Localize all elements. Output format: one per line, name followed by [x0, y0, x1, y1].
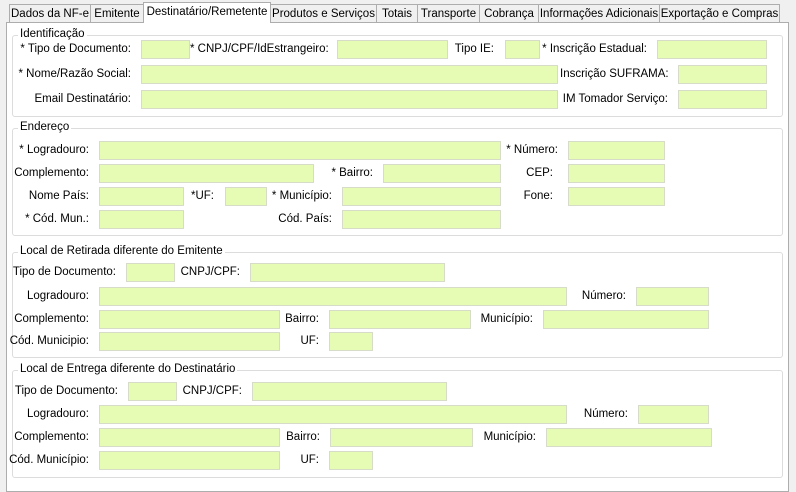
label-logradouro: * Logradouro:: [19, 144, 89, 156]
tab-transporte[interactable]: Transporte: [417, 4, 480, 22]
label-complemento: Complemento:: [14, 431, 89, 443]
label-logradouro: Logradouro:: [26, 290, 89, 302]
label-complemento: Complemento:: [14, 313, 89, 325]
label-tipo-doc: Tipo de Documento:: [12, 266, 116, 278]
label-uf: *UF:: [191, 190, 214, 202]
municipio-field[interactable]: [342, 187, 501, 206]
entrega-numero-field[interactable]: [638, 405, 709, 424]
label-bairro: Bairro:: [285, 313, 319, 325]
email-field[interactable]: [141, 90, 558, 109]
label-cod-mun: * Cód. Mun.:: [25, 213, 89, 225]
label-tipo-doc: * Tipo de Documento:: [20, 43, 131, 55]
retirada-municipio-field[interactable]: [543, 310, 709, 329]
label-cnpj: CNPJ/CPF:: [180, 266, 240, 278]
label-im: IM Tomador Serviço:: [562, 93, 668, 105]
label-nome-pais: Nome País:: [28, 190, 89, 202]
tab-dados-nfe[interactable]: Dados da NF-e: [9, 4, 91, 22]
label-complemento: Complemento:: [14, 167, 89, 179]
tipo-doc-field[interactable]: [141, 40, 190, 59]
tab-exportacao[interactable]: Exportação e Compras: [659, 4, 780, 22]
retirada-complemento-field[interactable]: [99, 310, 280, 329]
im-field[interactable]: [678, 90, 767, 109]
label-numero: Número:: [583, 408, 628, 420]
tab-informacoes[interactable]: Informações Adicionais: [538, 4, 660, 22]
label-cod-mun: Cód. Municipio:: [9, 335, 89, 347]
label-uf: UF:: [300, 454, 319, 466]
label-nome: * Nome/Razão Social:: [18, 68, 132, 80]
label-cod-pais: Cód. País:: [278, 213, 332, 225]
fone-field[interactable]: [568, 187, 665, 206]
group-title: Local de Retirada diferente do Emitente: [18, 245, 225, 257]
label-suframa: Inscrição SUFRAMA:: [560, 68, 669, 80]
complemento-field[interactable]: [99, 164, 314, 183]
label-cod-mun: Cód. Município:: [9, 454, 89, 466]
retirada-numero-field[interactable]: [636, 287, 709, 306]
group-retirada: [12, 252, 783, 358]
label-municipio: Município:: [483, 431, 536, 443]
retirada-bairro-field[interactable]: [329, 310, 471, 329]
group-entrega: [12, 370, 783, 478]
label-uf: UF:: [300, 335, 319, 347]
entrega-logradouro-field[interactable]: [99, 405, 567, 424]
numero-field[interactable]: [568, 141, 665, 160]
cep-field[interactable]: [568, 164, 665, 183]
label-fone: Fone:: [523, 190, 553, 202]
cod-pais-field[interactable]: [342, 210, 501, 229]
ie-field[interactable]: [657, 40, 767, 59]
label-bairro: * Bairro:: [331, 167, 373, 179]
entrega-tipo-doc-field[interactable]: [128, 382, 177, 401]
group-identificacao: [12, 35, 783, 117]
label-cnpj: CNPJ/CPF:: [182, 385, 242, 397]
tab-cobranca[interactable]: Cobrança: [479, 4, 539, 22]
retirada-cnpj-field[interactable]: [250, 263, 445, 282]
entrega-municipio-field[interactable]: [546, 428, 712, 447]
cnpj-field[interactable]: [337, 40, 448, 59]
label-numero: * Número:: [506, 144, 558, 156]
nome-field[interactable]: [141, 65, 558, 84]
label-municipio: Município:: [480, 313, 533, 325]
group-title: Local de Entrega diferente do Destinatár…: [18, 363, 238, 375]
entrega-complemento-field[interactable]: [99, 428, 280, 447]
label-email: Email Destinatário:: [34, 93, 131, 105]
entrega-cnpj-field[interactable]: [252, 382, 447, 401]
bairro-field[interactable]: [383, 164, 501, 183]
label-municipio: * Município:: [271, 190, 332, 202]
tab-totais[interactable]: Totais: [376, 4, 418, 22]
nome-pais-field[interactable]: [99, 187, 184, 206]
uf-field[interactable]: [225, 187, 267, 206]
group-title: Endereço: [18, 121, 72, 133]
entrega-uf-field[interactable]: [329, 451, 373, 470]
label-tipo-ie: Tipo IE:: [454, 43, 494, 55]
label-cep: CEP:: [526, 167, 553, 179]
label-ie: * Inscrição Estadual:: [542, 43, 647, 55]
label-bairro: Bairro:: [286, 431, 320, 443]
tab-destinatario[interactable]: Destinatário/Remetente: [143, 2, 271, 23]
tipo-ie-field[interactable]: [505, 40, 540, 59]
label-numero: Número:: [581, 290, 626, 302]
label-logradouro: Logradouro:: [26, 408, 89, 420]
retirada-cod-mun-field[interactable]: [99, 332, 280, 351]
entrega-bairro-field[interactable]: [330, 428, 473, 447]
tab-emitente[interactable]: Emitente: [90, 4, 144, 22]
tab-produtos[interactable]: Produtos e Serviços: [270, 4, 377, 22]
group-title: Identificação: [18, 28, 87, 40]
suframa-field[interactable]: [678, 65, 767, 84]
label-cnpj: * CNPJ/CPF/IdEstrangeiro:: [190, 43, 329, 55]
label-tipo-doc: Tipo de Documento:: [14, 385, 118, 397]
entrega-cod-mun-field[interactable]: [99, 451, 280, 470]
retirada-tipo-doc-field[interactable]: [126, 263, 175, 282]
group-endereco: [12, 128, 783, 236]
cod-mun-field[interactable]: [99, 210, 184, 229]
retirada-uf-field[interactable]: [329, 332, 373, 351]
logradouro-field[interactable]: [99, 141, 501, 160]
retirada-logradouro-field[interactable]: [99, 287, 567, 306]
